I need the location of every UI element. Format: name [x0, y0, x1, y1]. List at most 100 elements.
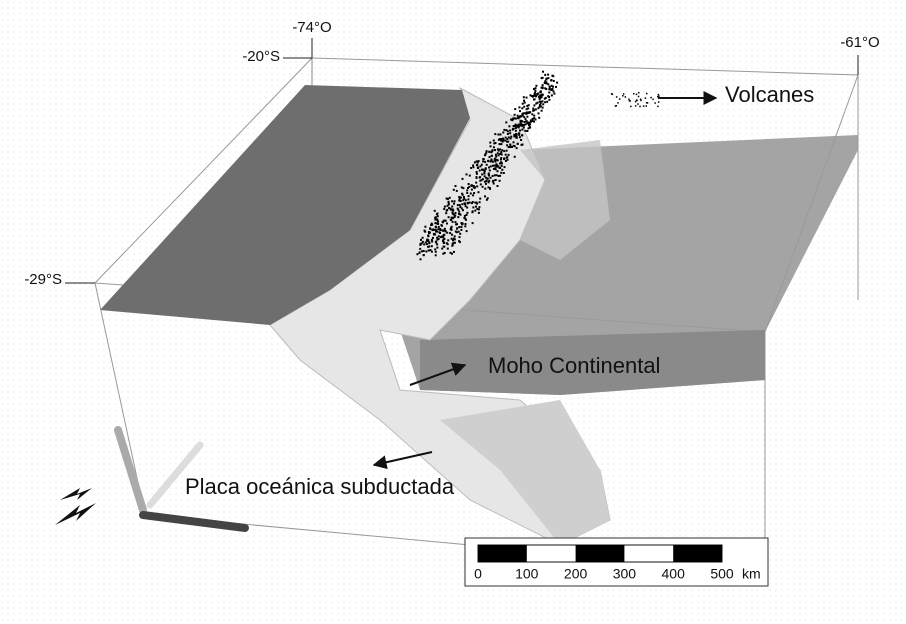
dot [505, 154, 507, 156]
dot [532, 119, 534, 121]
dot [509, 132, 511, 134]
dot [502, 138, 504, 140]
dot [459, 198, 461, 200]
dot [521, 107, 523, 109]
dot [464, 218, 466, 220]
dot [468, 186, 470, 188]
dot [526, 105, 528, 107]
scale-label: 200 [564, 566, 588, 582]
dot [545, 78, 547, 80]
dot [476, 177, 478, 179]
dot [436, 247, 438, 249]
dot [496, 165, 498, 167]
dot [617, 102, 619, 104]
dot [533, 121, 535, 123]
dot [542, 107, 544, 109]
dot [491, 151, 493, 153]
dot [515, 133, 517, 135]
dot [533, 95, 535, 97]
dot [435, 254, 437, 256]
dot [471, 189, 473, 191]
dot [472, 164, 474, 166]
dot [533, 115, 535, 117]
dot [431, 251, 433, 253]
dot [434, 210, 436, 212]
dot [547, 74, 549, 76]
dot [474, 187, 476, 189]
dot [511, 146, 513, 148]
dot [472, 166, 474, 168]
dot [459, 213, 461, 215]
dot [481, 173, 483, 175]
dot [514, 118, 516, 120]
dot [502, 132, 504, 134]
dot [533, 109, 535, 111]
dot [485, 177, 487, 179]
dot [464, 225, 466, 227]
dot [532, 108, 534, 110]
dot [471, 202, 473, 204]
scale-segment [478, 545, 527, 562]
dot [511, 118, 513, 120]
dot [526, 130, 528, 132]
dot [493, 146, 495, 148]
dot [513, 125, 515, 127]
dot [486, 199, 488, 201]
dot [455, 221, 457, 223]
dot [647, 102, 649, 104]
dot [420, 258, 422, 260]
dot [646, 93, 648, 95]
dot [657, 106, 659, 108]
dot [474, 161, 476, 163]
dot [533, 99, 535, 101]
dot [428, 250, 430, 252]
dot [448, 207, 450, 209]
scale-bar: 0100200300400500km [465, 538, 768, 586]
dot [523, 96, 525, 98]
dot [421, 242, 423, 244]
dot [494, 174, 496, 176]
dot [552, 88, 554, 90]
dot [539, 104, 541, 106]
dot [421, 250, 423, 252]
dot [445, 212, 447, 214]
dot [615, 105, 617, 107]
coord-label: -29°S [24, 271, 62, 288]
dot [488, 173, 490, 175]
dot [460, 226, 462, 228]
dot [467, 202, 469, 204]
dot [542, 103, 544, 105]
dot [457, 208, 459, 210]
dot [513, 141, 515, 143]
dot [474, 210, 476, 212]
dot [451, 200, 453, 202]
dot [535, 119, 537, 121]
dot [507, 130, 509, 132]
dot [454, 242, 456, 244]
dot [550, 79, 552, 81]
dot [457, 204, 459, 206]
dot [477, 167, 479, 169]
dot [654, 102, 656, 104]
dot [500, 134, 502, 136]
dot [451, 234, 453, 236]
dot [525, 118, 527, 120]
dot [461, 223, 463, 225]
dot [432, 237, 434, 239]
dot [447, 248, 449, 250]
dot [508, 125, 510, 127]
dot [506, 141, 508, 143]
dot [548, 99, 550, 101]
dot [459, 236, 461, 238]
dot [544, 98, 546, 100]
dot [452, 212, 454, 214]
dot [492, 175, 494, 177]
dot [481, 169, 483, 171]
dot [509, 130, 511, 132]
dot [636, 100, 638, 102]
dot [438, 226, 440, 228]
dot [460, 200, 462, 202]
dot [515, 124, 517, 126]
dot [547, 95, 549, 97]
dot [516, 147, 518, 149]
